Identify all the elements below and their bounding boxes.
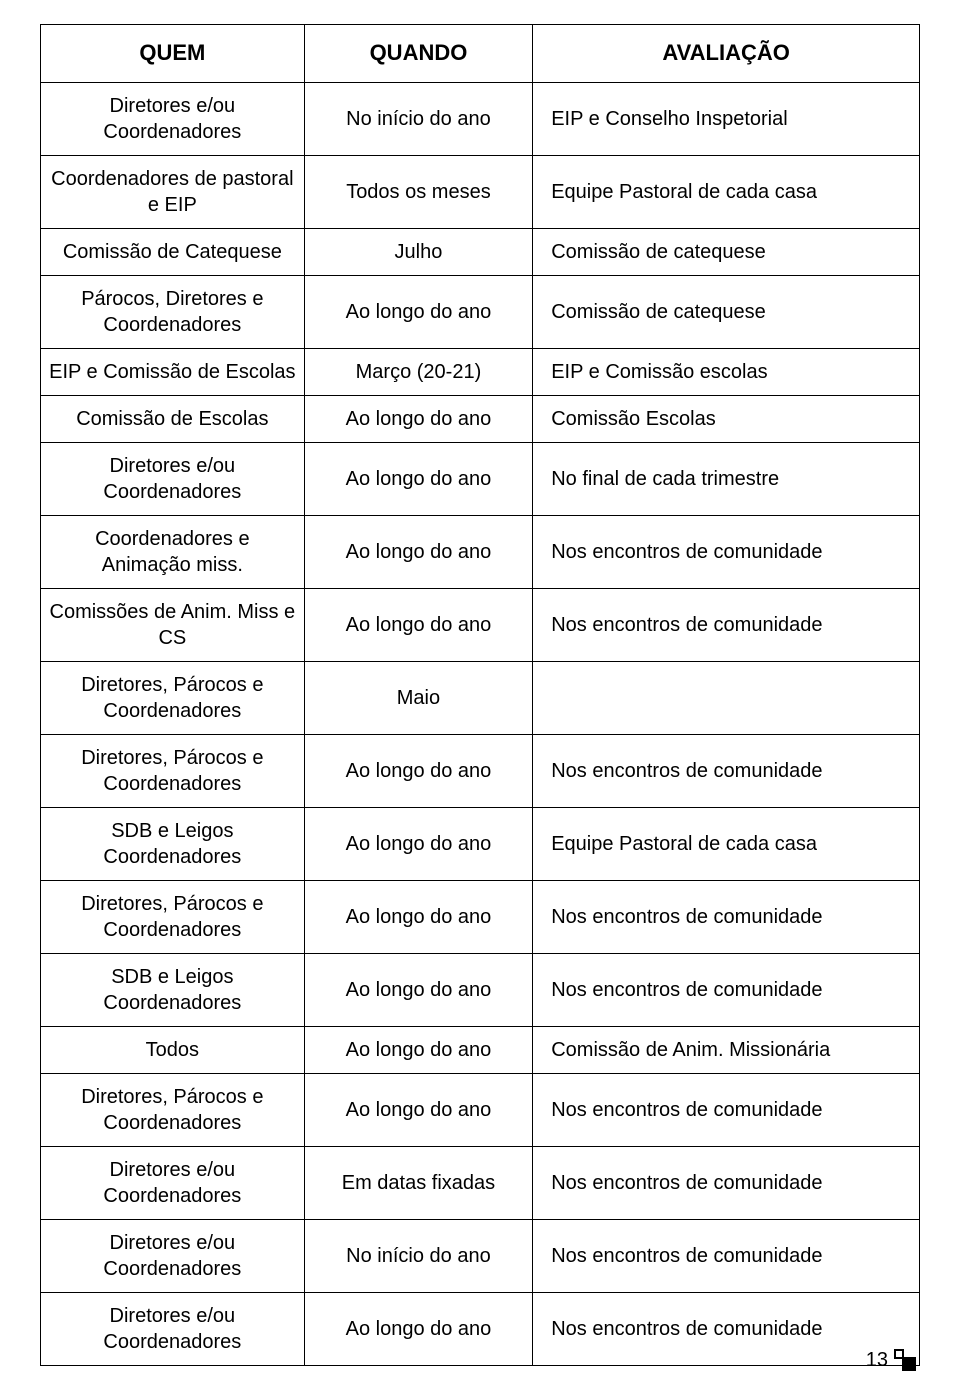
table-row: Diretores e/ou CoordenadoresNo início do…	[41, 1219, 920, 1292]
table-row: SDB e Leigos CoordenadoresAo longo do an…	[41, 807, 920, 880]
table-cell: Diretores e/ou Coordenadores	[41, 1146, 305, 1219]
table-row: Diretores e/ou CoordenadoresNo início do…	[41, 82, 920, 155]
table-cell: EIP e Comissão de Escolas	[41, 348, 305, 395]
table-cell: Coordenadores e Animação miss.	[41, 515, 305, 588]
table-cell: Diretores e/ou Coordenadores	[41, 1292, 305, 1365]
table-cell: Ao longo do ano	[304, 1292, 533, 1365]
table-row: Comissões de Anim. Miss e CSAo longo do …	[41, 588, 920, 661]
table-cell: Párocos, Diretores e Coordenadores	[41, 275, 305, 348]
table-cell: Nos encontros de comunidade	[533, 1073, 920, 1146]
table-cell: Diretores, Párocos e Coordenadores	[41, 734, 305, 807]
table-row: Diretores, Párocos e CoordenadoresAo lon…	[41, 1073, 920, 1146]
table-cell: Diretores, Párocos e Coordenadores	[41, 1073, 305, 1146]
table-cell: Comissão de catequese	[533, 228, 920, 275]
table-cell: Nos encontros de comunidade	[533, 734, 920, 807]
table-cell: Todos os meses	[304, 155, 533, 228]
table-cell: Ao longo do ano	[304, 588, 533, 661]
table-cell: Nos encontros de comunidade	[533, 588, 920, 661]
table-cell: No final de cada trimestre	[533, 442, 920, 515]
table-cell: Nos encontros de comunidade	[533, 1146, 920, 1219]
table-cell: EIP e Conselho Inspetorial	[533, 82, 920, 155]
table-cell: SDB e Leigos Coordenadores	[41, 953, 305, 1026]
table-cell: Diretores, Párocos e Coordenadores	[41, 880, 305, 953]
table-header-row: QUEM QUANDO AVALIAÇÃO	[41, 25, 920, 83]
table-cell	[533, 661, 920, 734]
table-cell: Equipe Pastoral de cada casa	[533, 807, 920, 880]
table-row: EIP e Comissão de EscolasMarço (20-21)EI…	[41, 348, 920, 395]
header-quando: QUANDO	[304, 25, 533, 83]
table-cell: Ao longo do ano	[304, 395, 533, 442]
table-cell: Em datas fixadas	[304, 1146, 533, 1219]
table-row: SDB e Leigos CoordenadoresAo longo do an…	[41, 953, 920, 1026]
table-cell: Diretores e/ou Coordenadores	[41, 442, 305, 515]
table-cell: Comissões de Anim. Miss e CS	[41, 588, 305, 661]
table-row: Diretores e/ou CoordenadoresEm datas fix…	[41, 1146, 920, 1219]
table-cell: Equipe Pastoral de cada casa	[533, 155, 920, 228]
table-cell: Março (20-21)	[304, 348, 533, 395]
page-footer: 13	[866, 1349, 916, 1372]
table-cell: Ao longo do ano	[304, 515, 533, 588]
table-row: Diretores e/ou CoordenadoresAo longo do …	[41, 442, 920, 515]
table-cell: Ao longo do ano	[304, 734, 533, 807]
table-row: Coordenadores de pastoral e EIPTodos os …	[41, 155, 920, 228]
table-cell: Comissão de Catequese	[41, 228, 305, 275]
table-cell: Ao longo do ano	[304, 442, 533, 515]
table-cell: Comissão Escolas	[533, 395, 920, 442]
table-cell: Coordenadores de pastoral e EIP	[41, 155, 305, 228]
table-cell: Nos encontros de comunidade	[533, 1219, 920, 1292]
table-cell: Comissão de catequese	[533, 275, 920, 348]
table-cell: Ao longo do ano	[304, 807, 533, 880]
table-cell: Ao longo do ano	[304, 275, 533, 348]
table-row: Diretores, Párocos e CoordenadoresAo lon…	[41, 880, 920, 953]
table-cell: Ao longo do ano	[304, 1026, 533, 1073]
table-row: Diretores, Párocos e CoordenadoresMaio	[41, 661, 920, 734]
table-cell: Comissão de Anim. Missionária	[533, 1026, 920, 1073]
header-avaliacao: AVALIAÇÃO	[533, 25, 920, 83]
page-number: 13	[866, 1349, 888, 1372]
table-body: Diretores e/ou CoordenadoresNo início do…	[41, 82, 920, 1365]
table-cell: Comissão de Escolas	[41, 395, 305, 442]
document-page: QUEM QUANDO AVALIAÇÃO Diretores e/ou Coo…	[0, 0, 960, 1386]
table-cell: Nos encontros de comunidade	[533, 953, 920, 1026]
table-row: Comissão de CatequeseJulhoComissão de ca…	[41, 228, 920, 275]
table-cell: EIP e Comissão escolas	[533, 348, 920, 395]
table-cell: Ao longo do ano	[304, 953, 533, 1026]
table-row: TodosAo longo do anoComissão de Anim. Mi…	[41, 1026, 920, 1073]
table-cell: Ao longo do ano	[304, 1073, 533, 1146]
table-cell: Ao longo do ano	[304, 880, 533, 953]
table-cell: Diretores, Párocos e Coordenadores	[41, 661, 305, 734]
table-cell: Nos encontros de comunidade	[533, 515, 920, 588]
table-row: Comissão de EscolasAo longo do anoComiss…	[41, 395, 920, 442]
table-cell: Maio	[304, 661, 533, 734]
table-cell: Diretores e/ou Coordenadores	[41, 1219, 305, 1292]
table-row: Diretores e/ou CoordenadoresAo longo do …	[41, 1292, 920, 1365]
table-cell: Julho	[304, 228, 533, 275]
table-row: Diretores, Párocos e CoordenadoresAo lon…	[41, 734, 920, 807]
table-row: Coordenadores e Animação miss.Ao longo d…	[41, 515, 920, 588]
table-cell: Diretores e/ou Coordenadores	[41, 82, 305, 155]
evaluation-table: QUEM QUANDO AVALIAÇÃO Diretores e/ou Coo…	[40, 24, 920, 1366]
table-cell: Nos encontros de comunidade	[533, 880, 920, 953]
footer-decoration-icon	[894, 1349, 916, 1371]
header-quem: QUEM	[41, 25, 305, 83]
table-cell: Todos	[41, 1026, 305, 1073]
table-cell: No início do ano	[304, 82, 533, 155]
table-row: Párocos, Diretores e CoordenadoresAo lon…	[41, 275, 920, 348]
table-cell: SDB e Leigos Coordenadores	[41, 807, 305, 880]
table-cell: Nos encontros de comunidade	[533, 1292, 920, 1365]
table-cell: No início do ano	[304, 1219, 533, 1292]
